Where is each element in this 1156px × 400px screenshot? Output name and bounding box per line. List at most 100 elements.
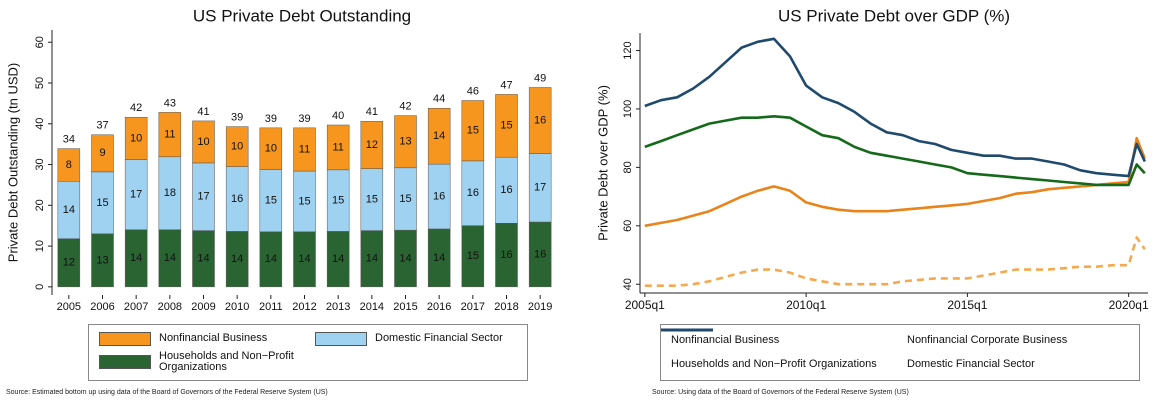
- bar-segment: [394, 115, 417, 169]
- value-label: 16: [433, 190, 445, 202]
- value-label: 16: [534, 248, 546, 260]
- value-label: 14: [433, 252, 445, 264]
- value-label: 14: [231, 253, 243, 265]
- value-label: 14: [164, 252, 176, 264]
- bar-segment: [293, 127, 316, 172]
- legend: Nonfinancial Business Domestic Financial …: [88, 324, 528, 381]
- value-label: 10: [231, 141, 243, 153]
- source-note: Source: Using data of the Board of Gover…: [652, 389, 909, 396]
- value-label: 16: [500, 249, 512, 261]
- total-label: 42: [399, 101, 411, 113]
- x-tick-label: 2006: [90, 301, 114, 313]
- x-tick-label: 2011: [259, 301, 283, 313]
- legend-label: Domestic Financial Sector: [907, 357, 1035, 370]
- y-tick-label: 40: [34, 118, 46, 130]
- x-tick-label: 2005: [57, 301, 81, 313]
- value-label: 18: [164, 187, 176, 199]
- series-line: [644, 37, 1146, 178]
- chart-title: US Private Debt over GDP (%): [778, 6, 1010, 25]
- value-label: 10: [197, 136, 209, 148]
- legend-item: Households and Non−Profit Organizations: [99, 351, 301, 375]
- bar-segment: [158, 112, 182, 158]
- total-label: 34: [63, 134, 75, 146]
- x-tick-label: 2018: [494, 301, 518, 313]
- value-label: 14: [399, 252, 411, 264]
- value-label: 16: [500, 184, 512, 196]
- y-tick-label: 10: [34, 240, 46, 252]
- legend-label: Nonfinancial Corporate Business: [907, 334, 1068, 347]
- chart-title: US Private Debt Outstanding: [193, 6, 411, 25]
- legend-label: Nonfinancial Business: [671, 334, 780, 347]
- total-label: 49: [534, 72, 546, 84]
- y-axis-label: Private Debt over GDP (%): [595, 85, 610, 241]
- total-label: 43: [164, 97, 176, 109]
- x-tick-label: 2010q1: [786, 298, 826, 312]
- value-label: 14: [433, 130, 445, 142]
- value-label: 8: [66, 159, 72, 171]
- value-label: 17: [534, 182, 546, 194]
- legend-label: Nonfinancial Business: [159, 332, 268, 345]
- total-label: 41: [366, 106, 378, 118]
- total-label: 42: [130, 102, 142, 114]
- legend-label: Domestic Financial Sector: [375, 332, 503, 345]
- x-tick-label: 2005q1: [625, 298, 665, 312]
- value-label: 10: [265, 143, 277, 155]
- series-line: [644, 136, 1147, 228]
- total-label: 41: [197, 106, 209, 118]
- value-label: 15: [467, 250, 479, 262]
- y-tick-label: 40: [622, 278, 634, 290]
- legend-swatch: [99, 331, 151, 346]
- value-label: 17: [197, 191, 209, 203]
- value-label: 13: [96, 254, 108, 266]
- x-tick-label: 2008: [158, 301, 182, 313]
- y-tick-label: 20: [34, 199, 46, 211]
- value-label: 16: [534, 114, 546, 126]
- bar-segment: [91, 134, 114, 173]
- bar-segment: [495, 94, 518, 158]
- legend-swatch: [661, 328, 713, 332]
- value-label: 11: [299, 143, 310, 155]
- total-label: 46: [467, 85, 479, 97]
- bar-segment: [57, 148, 81, 182]
- bar-segment: [360, 121, 384, 169]
- value-label: 15: [366, 194, 378, 206]
- bar-segment: [124, 116, 148, 160]
- value-label: 13: [399, 136, 411, 148]
- y-tick-label: 100: [622, 100, 634, 118]
- x-tick-label: 2012: [292, 301, 316, 313]
- value-label: 12: [63, 257, 75, 269]
- legend-item: Nonfinancial Corporate Business: [661, 328, 1129, 351]
- value-label: 15: [96, 197, 108, 209]
- x-tick-label: 2015q1: [947, 298, 987, 312]
- value-label: 15: [467, 125, 479, 137]
- total-label: 44: [433, 93, 445, 105]
- value-label: 12: [366, 139, 378, 151]
- value-label: 9: [99, 147, 105, 159]
- bar-segment: [326, 124, 350, 171]
- value-label: 14: [366, 253, 378, 265]
- value-label: 14: [332, 253, 344, 265]
- x-tick-label: 2015: [393, 301, 417, 313]
- bar-segment: [225, 126, 249, 167]
- x-tick-label: 2019: [528, 301, 552, 313]
- y-tick-label: 50: [34, 77, 46, 89]
- total-label: 39: [231, 112, 243, 124]
- y-axis-label: Private Debt Outstanding (tn USD): [5, 63, 20, 262]
- legend-item: Domestic Financial Sector: [661, 328, 1129, 375]
- value-label: 14: [130, 252, 142, 264]
- value-label: 10: [130, 132, 142, 144]
- bar-segment: [427, 108, 451, 165]
- y-tick-label: 0: [34, 284, 46, 290]
- y-tick-label: 30: [34, 158, 46, 170]
- bar-segment: [461, 100, 485, 162]
- value-label: 14: [63, 204, 75, 216]
- value-label: 14: [298, 253, 310, 265]
- value-label: 11: [332, 141, 343, 153]
- legend-item: Households and Non−Profit Organizations: [661, 328, 893, 375]
- value-label: 15: [399, 193, 411, 205]
- series-line: [644, 115, 1146, 187]
- x-tick-label: 2016: [427, 301, 451, 313]
- value-label: 15: [500, 120, 512, 132]
